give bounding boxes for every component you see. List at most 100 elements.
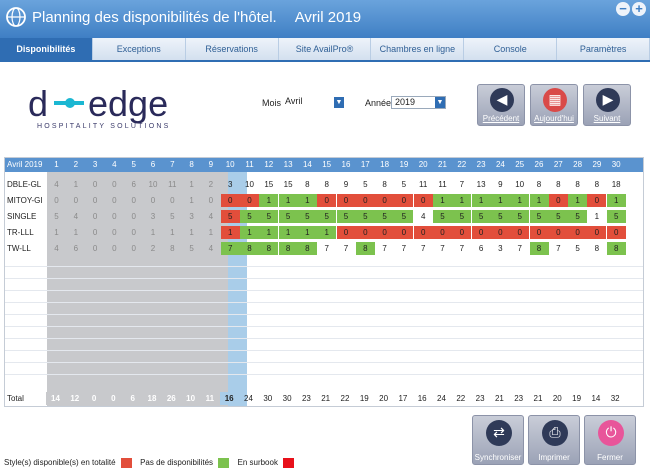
availability-cell[interactable]: 3 bbox=[189, 212, 194, 221]
availability-cell[interactable]: 0 bbox=[54, 196, 59, 205]
availability-cell[interactable]: 0 bbox=[131, 212, 136, 221]
availability-cell[interactable]: 5 bbox=[259, 210, 279, 223]
availability-cell[interactable]: 7 bbox=[220, 242, 240, 255]
availability-cell[interactable]: 4 bbox=[54, 244, 59, 253]
availability-cell[interactable]: 3 bbox=[150, 212, 156, 221]
next-button[interactable]: ▶ Suivant bbox=[583, 84, 631, 126]
availability-cell[interactable]: 5 bbox=[510, 210, 530, 223]
availability-cell[interactable]: 7 bbox=[343, 244, 349, 253]
room-type-label[interactable]: DBLE-GL bbox=[7, 180, 42, 189]
availability-cell[interactable]: 15 bbox=[283, 180, 293, 189]
availability-cell[interactable]: 5 bbox=[355, 210, 375, 223]
availability-cell[interactable]: 7 bbox=[517, 244, 522, 253]
tab-reservations[interactable]: Réservations bbox=[185, 38, 279, 60]
availability-cell[interactable]: 6 bbox=[73, 244, 79, 253]
tab-site-availpro[interactable]: Site AvailPro® bbox=[278, 38, 372, 60]
availability-cell[interactable]: 1 bbox=[208, 228, 214, 237]
fermer-button[interactable]: ⏻ Fermer bbox=[584, 415, 636, 465]
availability-cell[interactable]: 0 bbox=[548, 194, 568, 207]
availability-cell[interactable]: 1 bbox=[150, 228, 156, 237]
availability-cell[interactable]: 5 bbox=[452, 210, 472, 223]
availability-cell[interactable]: 5 bbox=[548, 210, 568, 223]
availability-cell[interactable]: 8 bbox=[324, 180, 329, 189]
mois-dropdown-icon[interactable]: ▼ bbox=[334, 97, 344, 108]
availability-cell[interactable]: 5 bbox=[433, 210, 452, 223]
availability-cell[interactable]: 0 bbox=[170, 196, 175, 205]
availability-cell[interactable]: 0 bbox=[394, 194, 414, 207]
synchroniser-button[interactable]: ⇄ Synchroniser bbox=[472, 415, 524, 465]
mois-select[interactable]: Avril bbox=[282, 96, 338, 109]
availability-cell[interactable]: 0 bbox=[73, 196, 79, 205]
room-type-label[interactable]: TW-LL bbox=[7, 244, 31, 253]
availability-cell[interactable]: 8 bbox=[355, 242, 375, 255]
availability-cell[interactable]: 8 bbox=[278, 242, 298, 255]
availability-cell[interactable]: 5 bbox=[297, 210, 317, 223]
tab-console[interactable]: Console bbox=[464, 38, 558, 60]
availability-cell[interactable]: 1 bbox=[170, 228, 175, 237]
previous-button[interactable]: ◀ Précédent bbox=[477, 84, 525, 126]
availability-cell[interactable]: 13 bbox=[476, 180, 486, 189]
availability-cell[interactable]: 5 bbox=[317, 210, 337, 223]
availability-cell[interactable]: 5 bbox=[375, 210, 395, 223]
availability-cell[interactable]: 3 bbox=[227, 180, 233, 189]
availability-cell[interactable]: 11 bbox=[419, 180, 428, 189]
availability-cell[interactable]: 10 bbox=[148, 180, 158, 189]
availability-cell[interactable]: 0 bbox=[220, 194, 240, 207]
availability-cell[interactable]: 0 bbox=[587, 194, 607, 207]
availability-cell[interactable]: 8 bbox=[259, 242, 279, 255]
availability-cell[interactable]: 10 bbox=[515, 180, 525, 189]
availability-cell[interactable]: 0 bbox=[355, 194, 375, 207]
availability-cell[interactable]: 5 bbox=[401, 180, 407, 189]
availability-cell[interactable]: 2 bbox=[150, 244, 156, 253]
availability-cell[interactable]: 1 bbox=[54, 228, 59, 237]
availability-cell[interactable]: 5 bbox=[529, 210, 549, 223]
availability-cell[interactable]: 0 bbox=[112, 180, 117, 189]
availability-cell[interactable]: 8 bbox=[529, 242, 549, 255]
availability-cell[interactable]: 0 bbox=[452, 226, 472, 239]
availability-cell[interactable]: 4 bbox=[54, 180, 59, 189]
availability-cell[interactable]: 7 bbox=[324, 244, 329, 253]
availability-cell[interactable]: 0 bbox=[92, 244, 98, 253]
availability-cell[interactable]: 0 bbox=[433, 226, 452, 239]
availability-cell[interactable]: 5 bbox=[471, 210, 491, 223]
tab-chambres-en-ligne[interactable]: Chambres en ligne bbox=[371, 38, 465, 60]
availability-cell[interactable]: 5 bbox=[606, 210, 626, 223]
availability-cell[interactable]: 0 bbox=[375, 194, 395, 207]
availability-cell[interactable]: 1 bbox=[259, 194, 279, 207]
availability-cell[interactable]: 1 bbox=[471, 194, 491, 207]
availability-cell[interactable]: 1 bbox=[220, 226, 240, 239]
availability-cell[interactable]: 5 bbox=[240, 210, 259, 223]
room-type-label[interactable]: MITOY-GI bbox=[7, 196, 43, 205]
availability-cell[interactable]: 7 bbox=[459, 244, 465, 253]
availability-cell[interactable]: 1 bbox=[189, 180, 194, 189]
availability-cell[interactable]: 1 bbox=[297, 226, 317, 239]
availability-cell[interactable]: 0 bbox=[112, 228, 117, 237]
availability-cell[interactable]: 1 bbox=[510, 194, 530, 207]
availability-cell[interactable]: 0 bbox=[131, 244, 136, 253]
annee-select[interactable]: 2019 bbox=[391, 96, 446, 109]
availability-cell[interactable]: 0 bbox=[150, 196, 156, 205]
availability-cell[interactable]: 1 bbox=[189, 196, 194, 205]
availability-cell[interactable]: 8 bbox=[556, 180, 561, 189]
availability-cell[interactable]: 0 bbox=[471, 226, 491, 239]
availability-cell[interactable]: 0 bbox=[112, 244, 117, 253]
availability-cell[interactable]: 15 bbox=[264, 180, 274, 189]
availability-cell[interactable]: 0 bbox=[413, 226, 433, 239]
availability-cell[interactable]: 5 bbox=[336, 210, 356, 223]
availability-cell[interactable]: 10 bbox=[245, 180, 254, 189]
availability-cell[interactable]: 1 bbox=[594, 212, 600, 221]
availability-cell[interactable]: 5 bbox=[220, 210, 240, 223]
availability-cell[interactable]: 0 bbox=[92, 196, 98, 205]
availability-cell[interactable]: 8 bbox=[170, 244, 175, 253]
availability-cell[interactable]: 5 bbox=[363, 180, 368, 189]
availability-cell[interactable]: 7 bbox=[459, 180, 465, 189]
availability-cell[interactable]: 0 bbox=[92, 212, 98, 221]
availability-cell[interactable]: 8 bbox=[536, 180, 542, 189]
availability-cell[interactable]: 8 bbox=[382, 180, 387, 189]
availability-cell[interactable]: 0 bbox=[336, 226, 356, 239]
availability-cell[interactable]: 0 bbox=[92, 228, 98, 237]
availability-cell[interactable]: 5 bbox=[278, 210, 298, 223]
imprimer-button[interactable]: ⎙ Imprimer bbox=[528, 415, 580, 465]
availability-cell[interactable]: 0 bbox=[355, 226, 375, 239]
availability-cell[interactable]: 1 bbox=[452, 194, 472, 207]
